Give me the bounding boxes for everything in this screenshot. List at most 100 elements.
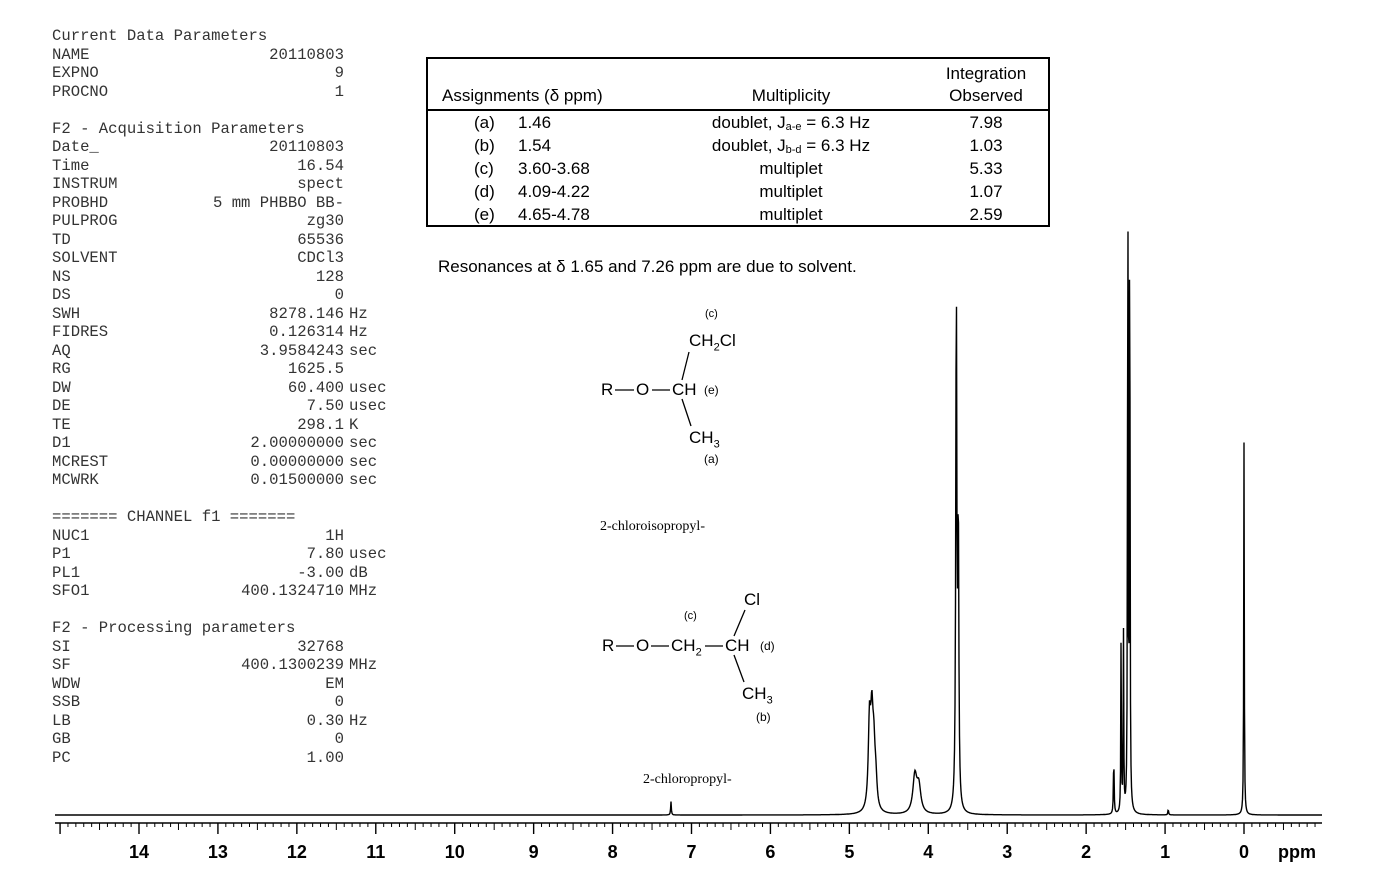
header-integration: Integration — [945, 64, 1027, 83]
param-key: MCWRK — [52, 471, 99, 489]
param-section-title: ======= CHANNEL f1 ======= — [52, 508, 412, 527]
header-assignments: Assignments (δ ppm) — [442, 86, 603, 105]
param-value: 1 — [334, 82, 344, 101]
param-section-title: F2 - Processing parameters — [52, 619, 412, 638]
param-key: SWH — [52, 304, 81, 323]
param-row: NS 128 — [52, 268, 412, 287]
s2-bond-ch-cl — [733, 609, 746, 637]
param-value: 0.01500000 — [250, 471, 344, 489]
param-value: 2.00000000 — [250, 434, 344, 452]
param-row: Date_ 20110803 — [52, 138, 412, 157]
param-value: 298.1 — [297, 415, 344, 434]
param-value: 5 mm PHBBO BB- — [212, 193, 344, 212]
param-title-text: F2 - Processing parameters — [52, 619, 296, 637]
param-value: 65536 — [297, 230, 344, 249]
param-value: 60.400 — [287, 378, 344, 397]
param-key: INSTRUM — [52, 175, 118, 193]
s1-ch3: CH3 — [689, 428, 720, 451]
param-unit: usec — [349, 397, 387, 415]
s2-o: O — [636, 636, 650, 655]
row-integration: 5.33 — [969, 159, 1003, 178]
param-row: P1 7.80 usec — [52, 545, 412, 564]
param-value: 400.1324710 — [241, 582, 344, 600]
table-header: Assignments (δ ppm) Multiplicity Integra… — [428, 59, 1048, 111]
s2-name: 2-chloropropyl- — [643, 772, 732, 787]
param-row: GB 0 — [52, 730, 412, 749]
param-key: RG — [52, 360, 71, 378]
mult-text: multiplet — [759, 159, 823, 178]
param-key: NAME — [52, 45, 90, 64]
param-unit: sec — [349, 452, 378, 471]
row-integration: 1.03 — [969, 136, 1003, 155]
table-row: (e) 4.65-4.78 multiplet 2.59 — [428, 203, 1048, 226]
param-key: PROCNO — [52, 82, 109, 101]
param-row: DE 7.50 usec — [52, 397, 412, 416]
param-value: CDCl3 — [297, 249, 344, 267]
param-title-text: Current Data Parameters — [52, 27, 268, 45]
param-row: SI 32768 — [52, 638, 412, 657]
param-unit: dB — [349, 563, 368, 582]
param-value: spect — [297, 175, 344, 193]
param-row: WDW EM — [52, 675, 412, 694]
s1-label-a: (a) — [704, 452, 719, 466]
param-value: 7.80 — [306, 545, 344, 563]
param-key: D1 — [52, 434, 71, 452]
row-label: (b) — [474, 136, 495, 155]
param-key: DS — [52, 286, 71, 304]
param-key: Time — [52, 156, 90, 175]
param-value: 7.50 — [306, 397, 344, 415]
param-key: PULPROG — [52, 212, 118, 230]
param-key: SI — [52, 637, 71, 656]
param-key: NUC1 — [52, 526, 90, 545]
row-multiplicity: multiplet — [656, 180, 926, 203]
row-ppm: 1.46 — [518, 113, 552, 132]
assignment-table: Assignments (δ ppm) Multiplicity Integra… — [426, 57, 1050, 227]
param-unit: sec — [349, 434, 378, 452]
x-tick-label: 6 — [765, 842, 775, 862]
param-row: AQ 3.9584243 sec — [52, 342, 412, 361]
param-value: 0 — [334, 693, 344, 711]
header-observed: Observed — [949, 86, 1023, 105]
param-unit: sec — [349, 341, 378, 360]
x-tick-label: 3 — [1002, 842, 1012, 862]
param-row: INSTRUM spect — [52, 175, 412, 194]
param-unit: Hz — [349, 711, 368, 730]
s2-label-c: (c) — [684, 610, 697, 622]
x-tick-label: 2 — [1081, 842, 1091, 862]
header-multiplicity: Multiplicity — [751, 86, 831, 105]
param-key: AQ — [52, 341, 71, 360]
param-key: DE — [52, 397, 71, 415]
param-row: MCWRK 0.01500000 sec — [52, 471, 412, 490]
param-value: 0.30 — [306, 711, 344, 730]
param-key: PC — [52, 748, 71, 767]
param-key: TE — [52, 415, 71, 434]
param-row: TD 65536 — [52, 231, 412, 250]
param-value: 1625.5 — [287, 360, 344, 378]
row-label: (c) — [474, 159, 494, 178]
param-value: 20110803 — [269, 138, 344, 156]
param-value: 1.00 — [306, 748, 344, 767]
param-value: 128 — [315, 267, 344, 286]
param-unit: MHz — [349, 656, 378, 674]
mult-text: multiplet — [759, 182, 823, 201]
s1-label-e: (e) — [704, 383, 719, 397]
x-tick-label: 5 — [844, 842, 854, 862]
mult-text: doublet, J — [711, 136, 786, 155]
param-key: PROBHD — [52, 193, 109, 212]
mult-tail: = 6.3 Hz — [801, 136, 871, 155]
x-tick-label: 1 — [1160, 842, 1170, 862]
param-value: EM — [325, 674, 344, 693]
param-key: GB — [52, 730, 71, 748]
param-value: 8278.146 — [269, 304, 344, 323]
s2-label-d: (d) — [760, 639, 775, 653]
x-axis-label: ppm — [1278, 842, 1316, 862]
s2-label-b: (b) — [756, 710, 771, 724]
s2-ch2: CH2 — [671, 636, 702, 659]
param-key: MCREST — [52, 452, 109, 471]
s2-bond-ch-ch3 — [733, 654, 745, 683]
param-value: 0 — [334, 730, 344, 748]
table-row: (d) 4.09-4.22 multiplet 1.07 — [428, 180, 1048, 203]
param-unit: usec — [349, 545, 387, 563]
row-multiplicity: doublet, Ja-e = 6.3 Hz — [656, 111, 926, 139]
